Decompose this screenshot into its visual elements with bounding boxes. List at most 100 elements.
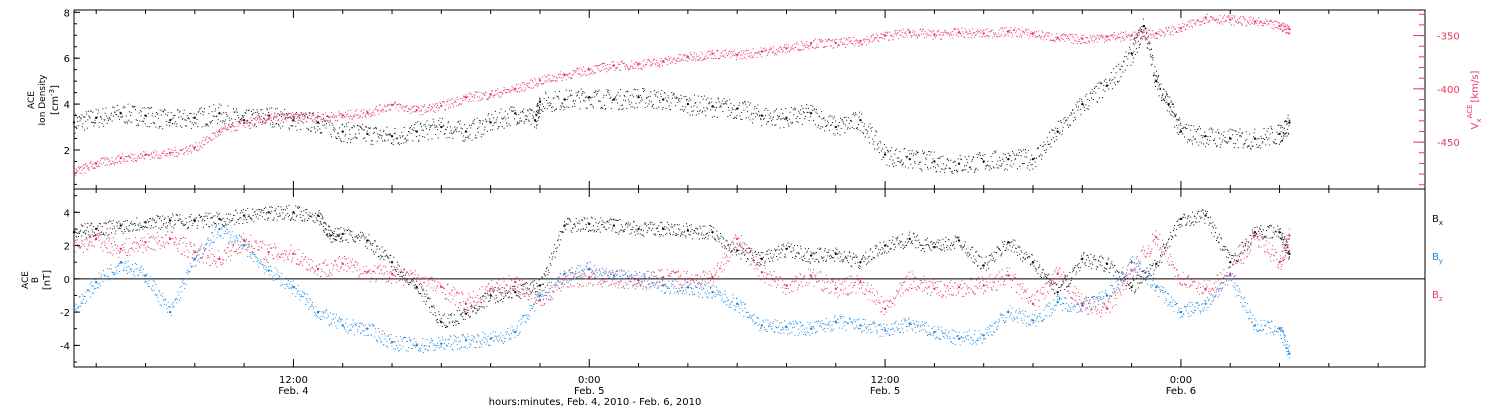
vx-dot (485, 91, 487, 93)
by-dot (485, 343, 487, 345)
vx-dot (1103, 36, 1105, 38)
vx-dot (947, 32, 949, 34)
density-dot (1285, 133, 1287, 135)
density-dot (544, 107, 546, 109)
density-dot (1100, 82, 1102, 84)
by-dot (117, 265, 119, 267)
density-dot (235, 110, 237, 112)
vx-dot (350, 116, 352, 118)
vx-dot (1049, 39, 1051, 41)
density-dot (1163, 99, 1165, 101)
vx-dot (994, 33, 996, 35)
vx-dot (485, 92, 487, 94)
density-dot (210, 121, 212, 123)
density-dot (143, 120, 145, 122)
vx-dot (898, 38, 900, 40)
density-dot (822, 126, 824, 128)
density-dot (1031, 163, 1033, 165)
density-dot (397, 142, 399, 144)
vx-dot (969, 30, 971, 32)
density-dot (800, 109, 802, 111)
density-dot (265, 121, 267, 123)
vx-dot (265, 119, 267, 121)
vx-dot (1114, 39, 1116, 41)
density-dot (396, 138, 398, 140)
vx-dot (1218, 21, 1220, 23)
density-dot (1288, 119, 1290, 121)
density-dot (1190, 124, 1192, 126)
vx-dot (113, 162, 115, 164)
by-dot (165, 304, 167, 306)
density-dot (536, 111, 538, 113)
vx-dot (751, 56, 753, 58)
density-dot (1226, 142, 1228, 144)
density-dot (526, 118, 528, 120)
vx-dot (790, 48, 792, 50)
density-dot (147, 107, 149, 109)
density-dot (1137, 34, 1139, 36)
by-dot (467, 336, 469, 338)
density-dot (645, 102, 647, 104)
vx-dot (514, 91, 516, 93)
vx-dot (838, 44, 840, 46)
vx-dot (841, 43, 843, 45)
density-dot (720, 106, 722, 108)
vx-dot (1128, 34, 1130, 36)
by-dot (207, 238, 209, 240)
density-dot (506, 125, 508, 127)
by-dot (93, 285, 95, 287)
density-dot (1222, 135, 1224, 137)
by-dot (321, 311, 323, 313)
vx-dot (297, 119, 299, 121)
density-dot (900, 160, 902, 162)
vx-dot (168, 153, 170, 155)
vx-dot (890, 35, 892, 37)
density-dot (384, 139, 386, 141)
vx-dot (1267, 20, 1269, 22)
vx-dot (1287, 26, 1289, 28)
vx-point (686, 55, 690, 59)
by-dot (478, 346, 480, 348)
density-dot (114, 111, 116, 113)
density-dot (582, 90, 584, 92)
density-dot (610, 96, 612, 98)
vx-dot (847, 39, 849, 41)
density-dot (424, 123, 426, 125)
by-dot (353, 334, 355, 336)
vx-dot (503, 87, 505, 89)
vx-dot (809, 43, 811, 45)
vx-dot (556, 80, 558, 82)
density-dot (651, 106, 653, 108)
vx-dot (102, 157, 104, 159)
vx-dot (388, 104, 390, 106)
density-dot (961, 170, 963, 172)
vx-dot (865, 38, 867, 40)
by-dot (259, 263, 261, 265)
density-dot (1225, 141, 1227, 143)
density-dot (1052, 129, 1054, 131)
vx-dot (936, 34, 938, 36)
density-dot (700, 109, 702, 111)
density-dot (161, 110, 163, 112)
density-dot (587, 97, 589, 99)
vx-dot (601, 63, 603, 65)
density-dot (1103, 80, 1105, 82)
density-dot (1255, 138, 1257, 140)
density-dot (711, 101, 713, 103)
density-dot (530, 124, 532, 126)
density-dot (481, 133, 483, 135)
vx-dot (1196, 19, 1198, 21)
vx-dot (1048, 35, 1050, 37)
density-dot (736, 115, 738, 117)
vx-dot (973, 36, 975, 38)
by-dot (175, 298, 177, 300)
vx-dot (472, 96, 474, 98)
density-dot (345, 133, 347, 135)
density-dot (1227, 142, 1229, 144)
density-dot (1144, 27, 1146, 29)
density-dot (646, 97, 648, 99)
vx-dot (259, 120, 261, 122)
density-dot (580, 101, 582, 103)
density-dot (1040, 153, 1042, 155)
vx-dot (359, 116, 361, 118)
